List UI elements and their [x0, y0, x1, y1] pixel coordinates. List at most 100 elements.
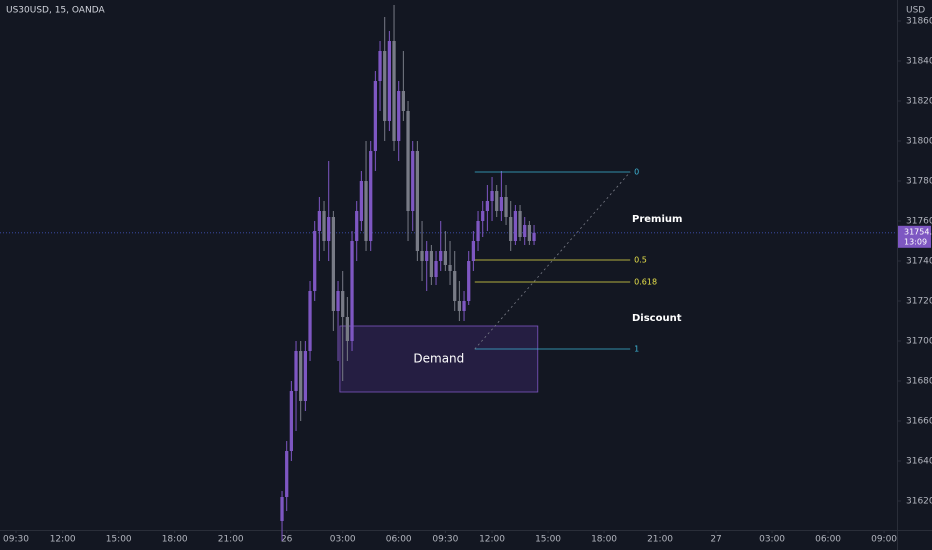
candle-body	[509, 217, 513, 241]
candle-body	[415, 151, 420, 251]
candle-body	[481, 211, 485, 221]
y-tick-label: 31800.0	[906, 137, 932, 147]
candle-body	[513, 211, 518, 241]
candle-body	[523, 225, 527, 237]
x-tick-label: 09:30	[3, 535, 29, 545]
y-tick-label: 31860.0	[906, 17, 932, 27]
x-tick-label: 03:00	[759, 535, 785, 545]
candle-body	[476, 221, 480, 241]
candle-body	[401, 91, 406, 111]
x-tick-label: 03:00	[330, 535, 356, 545]
x-tick-label: 09:30	[432, 535, 458, 545]
candle-body	[490, 191, 494, 201]
candle-body	[322, 211, 326, 241]
y-tick-label: 31620.0	[906, 497, 932, 507]
y-tick-label: 31760.0	[906, 217, 932, 227]
candle-body	[294, 351, 298, 391]
x-tick-label: 06:00	[386, 535, 412, 545]
candle-body	[532, 232, 536, 241]
candle-body	[457, 301, 462, 311]
candle-body	[364, 181, 368, 241]
candle-body	[313, 231, 317, 291]
demand-zone	[339, 325, 539, 393]
countdown-label: 13:09	[904, 237, 927, 246]
candle-body	[280, 497, 284, 521]
candle-body	[285, 451, 289, 497]
fib-label: 0.618	[634, 278, 657, 287]
candle-body	[453, 271, 457, 301]
candle-body	[317, 211, 321, 231]
candle-body	[504, 197, 508, 217]
candle-body	[359, 181, 364, 221]
last-price-label: 31754.1	[904, 227, 932, 236]
x-tick-label: 12:00	[479, 535, 505, 545]
candle-body	[392, 41, 396, 141]
candle-body	[341, 291, 345, 317]
candle-body	[373, 81, 378, 151]
candle-body	[443, 251, 448, 265]
x-tick-label: 15:00	[106, 535, 132, 545]
candle-body	[406, 111, 410, 211]
candle-body	[471, 241, 476, 261]
y-tick-label: 31640.0	[906, 457, 932, 467]
candle-body	[350, 241, 354, 341]
currency-label: USD	[906, 6, 925, 16]
discount-label: Discount	[632, 313, 682, 324]
y-tick-label: 31700.0	[906, 337, 932, 347]
candle-body	[345, 317, 349, 341]
candle-body	[387, 41, 392, 121]
candle-body	[420, 251, 424, 261]
last-price-box	[898, 225, 931, 248]
x-tick-label: 15:00	[535, 535, 561, 545]
premium-label: Premium	[632, 214, 682, 225]
candle-body	[527, 225, 532, 241]
candle-body	[331, 217, 335, 311]
candle-body	[378, 51, 382, 81]
candle-body	[308, 291, 312, 351]
candle-body	[495, 191, 499, 211]
fib-label: 1	[634, 345, 639, 354]
y-tick-label: 31680.0	[906, 377, 932, 387]
fib-label: 0	[634, 168, 639, 177]
candle-body	[467, 261, 471, 301]
candle-body	[383, 51, 387, 121]
candle-body	[434, 261, 438, 277]
candle-body	[411, 151, 415, 211]
candle-body	[289, 391, 293, 451]
y-tick-label: 31780.0	[906, 177, 932, 187]
candle-body	[429, 251, 434, 277]
demand-label: Demand	[413, 352, 464, 366]
candle-body	[425, 251, 429, 261]
candle-body	[369, 151, 373, 241]
y-tick-label: 31660.0	[906, 417, 932, 427]
candle-body	[439, 251, 443, 261]
x-tick-label: 06:00	[815, 535, 841, 545]
candle-body	[336, 291, 340, 311]
fib-trend-line	[474, 171, 631, 350]
x-tick-label: 09:00	[871, 535, 897, 545]
fib-label: 0.5	[634, 256, 647, 265]
y-tick-label: 31820.0	[906, 97, 932, 107]
candle-body	[303, 351, 307, 401]
candle-body	[327, 217, 331, 241]
candle-body	[462, 301, 466, 311]
y-tick-label: 31840.0	[906, 57, 932, 67]
x-tick-label: 12:00	[50, 535, 76, 545]
candle-body	[518, 211, 522, 237]
y-tick-label: 31720.0	[906, 297, 932, 307]
y-tick-label: 31740.0	[906, 257, 932, 267]
candle-body	[355, 211, 359, 241]
candle-body	[485, 201, 490, 211]
chart-title: US30USD, 15, OANDA	[6, 6, 105, 16]
candle-body	[397, 91, 401, 141]
x-tick-label: 21:00	[218, 535, 244, 545]
candle-body	[499, 197, 504, 211]
x-tick-label: 27	[710, 535, 721, 545]
candle-body	[299, 351, 303, 401]
x-tick-label: 18:00	[162, 535, 188, 545]
x-tick-label: 18:00	[591, 535, 617, 545]
x-tick-label: 21:00	[647, 535, 673, 545]
